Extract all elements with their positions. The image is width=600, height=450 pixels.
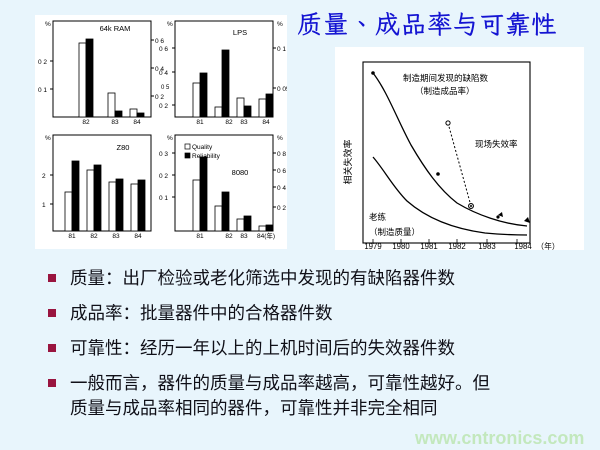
svg-text:0 05: 0 05 (277, 86, 287, 93)
svg-text:84: 84 (133, 119, 141, 126)
svg-text:1980: 1980 (392, 242, 410, 250)
svg-text:83: 83 (112, 233, 120, 240)
svg-text:制造期间发现的缺陷数: 制造期间发现的缺陷数 (403, 72, 489, 84)
svg-text:81: 81 (196, 119, 204, 126)
svg-text:Z80: Z80 (117, 143, 130, 152)
svg-text:%: % (167, 135, 173, 142)
svg-text:0 1: 0 1 (38, 87, 47, 94)
svg-text:相关失效率: 相关失效率 (341, 139, 354, 184)
svg-text:0 6: 0 6 (155, 38, 164, 45)
svg-text:%: % (167, 21, 173, 28)
svg-text:0 1: 0 1 (159, 195, 168, 202)
svg-text:84(年): 84(年) (257, 231, 275, 240)
svg-text:0 3: 0 3 (159, 151, 168, 158)
svg-text:（制造成品率）: （制造成品率） (415, 85, 475, 97)
svg-text:%: % (277, 21, 283, 28)
svg-text:82: 82 (225, 119, 233, 126)
svg-text:0 2: 0 2 (38, 59, 47, 66)
svg-text:0 5: 0 5 (161, 85, 170, 91)
svg-text:0 2: 0 2 (159, 173, 168, 180)
svg-text:83: 83 (240, 119, 248, 126)
svg-text:82: 82 (82, 119, 90, 126)
svg-text:0 4: 0 4 (159, 70, 168, 77)
svg-text:8080: 8080 (232, 168, 249, 177)
svg-text:1982: 1982 (448, 242, 465, 250)
svg-text:0 2: 0 2 (159, 103, 168, 110)
svg-text:1979: 1979 (364, 242, 381, 250)
svg-text:%: % (45, 21, 51, 28)
svg-text:0 2: 0 2 (277, 205, 286, 212)
svg-text:82: 82 (225, 233, 233, 240)
svg-text:LPS: LPS (233, 28, 247, 37)
svg-text:82: 82 (90, 233, 98, 240)
svg-text:0 6: 0 6 (159, 46, 168, 53)
svg-text:（制造质量）: （制造质量） (369, 226, 420, 238)
svg-text:0 4: 0 4 (277, 185, 286, 192)
svg-text:0 2: 0 2 (155, 94, 164, 101)
svg-text:1981: 1981 (420, 242, 437, 250)
svg-text:%: % (277, 135, 283, 142)
svg-text:0 8: 0 8 (277, 151, 286, 158)
svg-text:Quality: Quality (192, 144, 213, 151)
svg-text:84: 84 (262, 119, 270, 126)
svg-text:1984: 1984 (514, 242, 532, 250)
svg-text:0 1: 0 1 (277, 46, 286, 53)
svg-text:1: 1 (42, 202, 46, 209)
svg-text:老练: 老练 (369, 211, 387, 223)
svg-text:81: 81 (196, 233, 204, 240)
svg-text:1983: 1983 (478, 242, 495, 250)
svg-text:64k RAM: 64k RAM (100, 24, 131, 33)
svg-text:84: 84 (134, 233, 142, 240)
svg-text:2: 2 (42, 173, 46, 180)
svg-text:81: 81 (68, 233, 76, 240)
svg-text:0 6: 0 6 (277, 168, 286, 175)
svg-text:83: 83 (240, 233, 248, 240)
svg-text:%: % (45, 135, 51, 142)
svg-text:（年）: （年） (536, 241, 559, 250)
svg-text:现场失效率: 现场失效率 (475, 138, 518, 150)
svg-text:83: 83 (111, 119, 119, 126)
